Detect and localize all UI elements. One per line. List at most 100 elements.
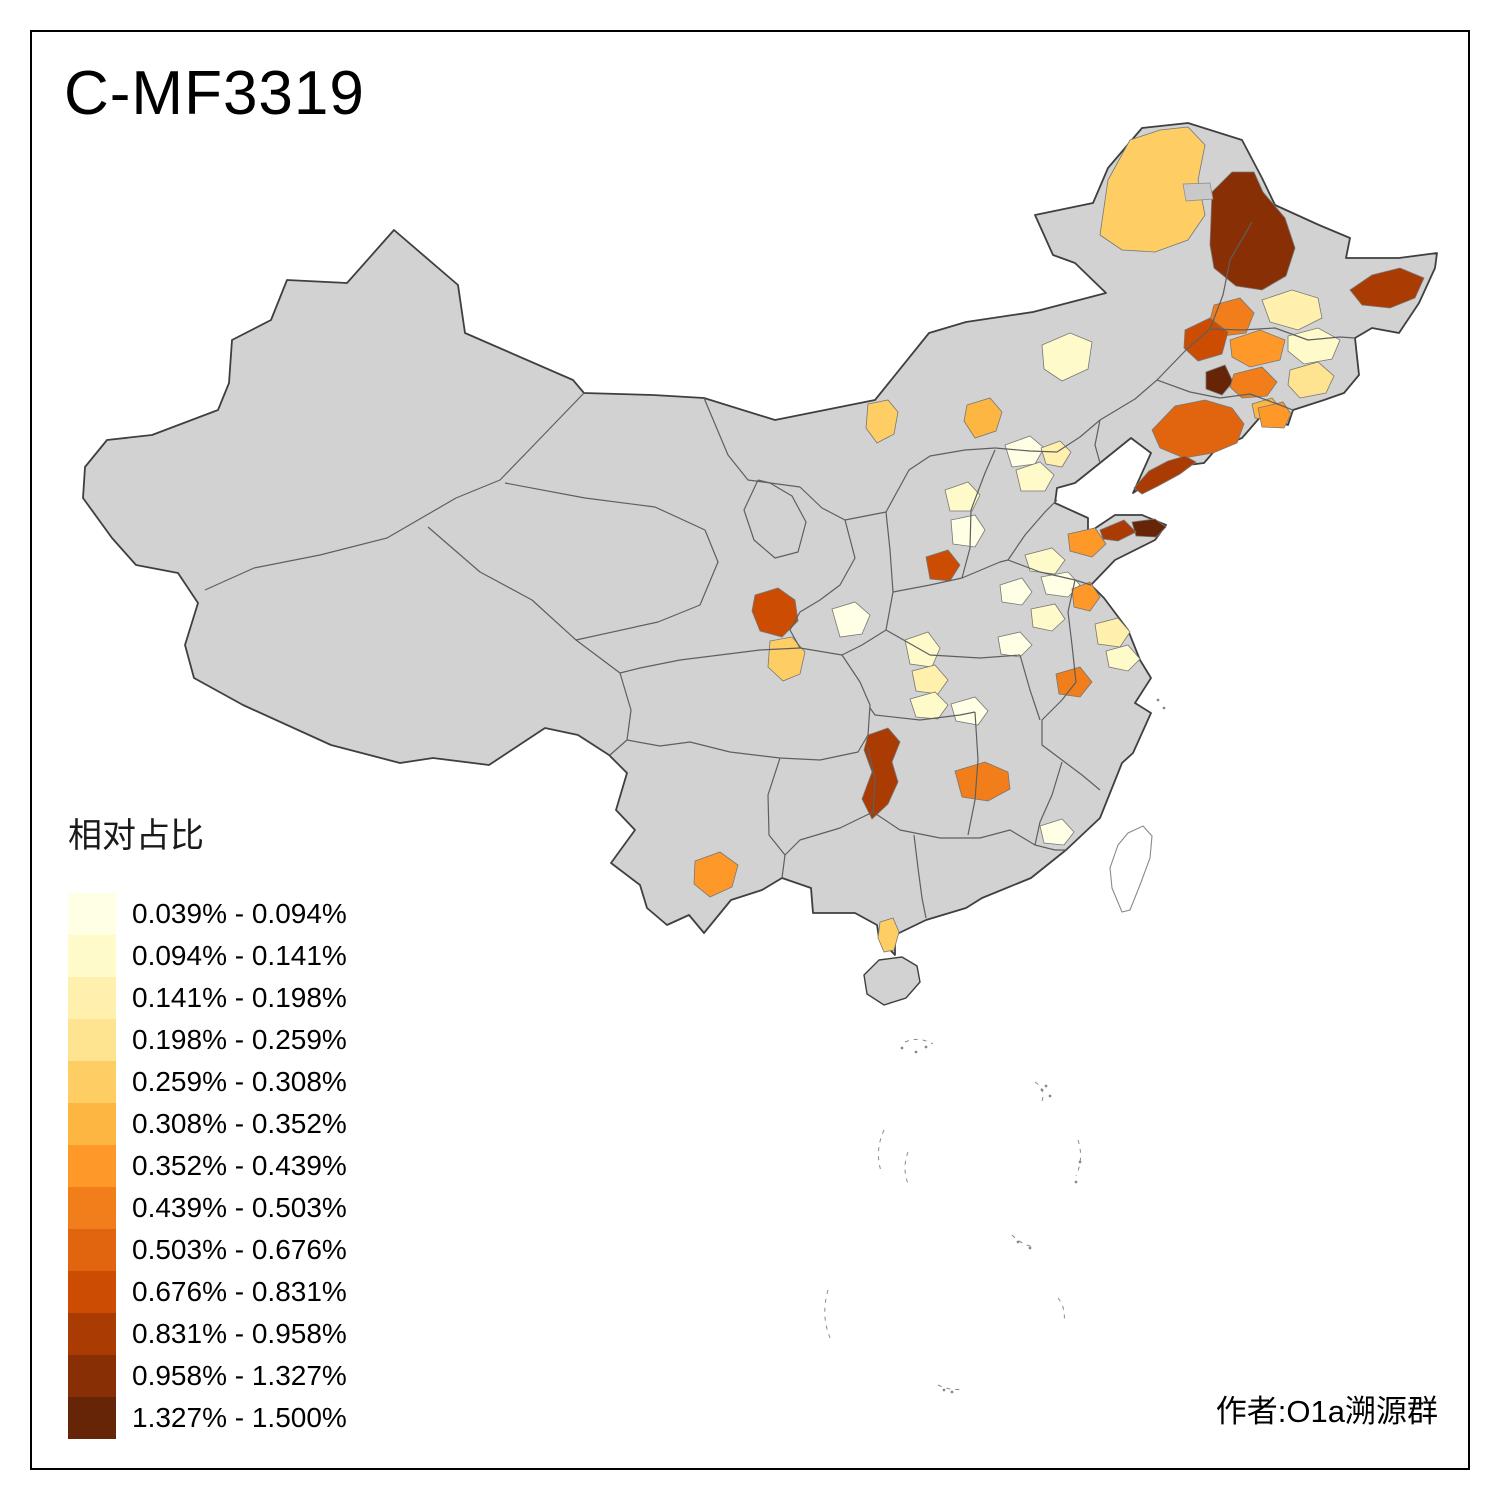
region-patch — [861, 727, 901, 820]
province-border — [1034, 761, 1063, 846]
region-patch — [963, 397, 1003, 439]
mainland-shape — [82, 122, 1438, 956]
province-border — [1094, 419, 1101, 464]
region-patch — [1099, 519, 1137, 542]
legend-swatch — [68, 1355, 116, 1397]
island-dot — [1074, 1180, 1078, 1184]
legend-swatch — [68, 1313, 116, 1355]
region-patch — [925, 549, 961, 582]
region-patch — [1041, 332, 1093, 382]
province-border — [619, 647, 801, 674]
island-dot — [1078, 1160, 1082, 1164]
legend-row: 0.676% - 0.831% — [68, 1271, 347, 1313]
region-patch — [1229, 366, 1278, 399]
region-patch — [999, 577, 1033, 606]
region-patch — [1257, 401, 1292, 429]
province-border — [626, 734, 869, 761]
region-patch — [944, 481, 981, 512]
region-patch — [865, 399, 899, 444]
island-dot — [950, 1390, 954, 1394]
sea-boundary-dash — [824, 1289, 833, 1343]
province-border — [961, 499, 1058, 579]
province-border — [872, 811, 1066, 851]
province-border — [885, 629, 1021, 659]
region-patch — [831, 601, 871, 638]
island-dot — [1028, 1246, 1032, 1250]
legend-row: 0.141% - 0.198% — [68, 977, 347, 1019]
region-patch — [911, 664, 949, 695]
region-patch — [1094, 617, 1131, 648]
island-dot — [914, 1050, 918, 1054]
region-patch — [909, 691, 949, 720]
province-border — [767, 757, 786, 879]
region-patch — [1209, 171, 1296, 291]
taiwan-shape — [1109, 825, 1153, 913]
legend-row: 0.958% - 1.327% — [68, 1355, 347, 1397]
sea-boundary-dash — [904, 1038, 934, 1045]
legend-swatch — [68, 935, 116, 977]
sea-boundary-dash — [904, 1151, 909, 1185]
sea-boundary-dash — [1034, 1081, 1044, 1105]
sea-boundary-dash — [1011, 1234, 1035, 1248]
legend-label: 0.352% - 0.439% — [132, 1150, 347, 1181]
province-border — [869, 707, 976, 721]
island-dot — [900, 1046, 904, 1050]
sea-boundary-dash — [878, 1129, 885, 1175]
region-patch — [877, 917, 900, 953]
attribution-text: 作者:O1a溯源群 — [1215, 1394, 1438, 1429]
region-patch — [1131, 518, 1167, 538]
region-patch — [693, 851, 739, 898]
region-patch — [1099, 126, 1206, 253]
region-patch — [997, 631, 1033, 658]
legend-label: 0.141% - 0.198% — [132, 982, 347, 1013]
legend-row: 1.327% - 1.500% — [68, 1397, 347, 1439]
province-border — [994, 419, 1101, 453]
province-border — [1099, 221, 1253, 421]
legend-label: 0.503% - 0.676% — [132, 1234, 347, 1265]
region-patch — [1151, 399, 1245, 459]
legend-swatch — [68, 1229, 116, 1271]
legend-swatch — [68, 1145, 116, 1187]
legend-row: 0.198% - 0.259% — [68, 1019, 347, 1061]
island-dot — [1040, 1088, 1044, 1092]
island-dot — [1044, 1084, 1048, 1088]
province-border — [913, 834, 927, 919]
legend-label: 0.439% - 0.503% — [132, 1192, 347, 1223]
legend-row: 0.094% - 0.141% — [68, 935, 347, 977]
region-patch — [954, 761, 1011, 802]
province-border — [799, 591, 894, 656]
legend-label: 0.094% - 0.141% — [132, 940, 347, 971]
province-border — [504, 482, 706, 531]
legend-swatch — [68, 893, 116, 935]
legend-label: 0.308% - 0.352% — [132, 1108, 347, 1139]
province-border — [703, 397, 801, 488]
legend-swatch — [68, 1019, 116, 1061]
sea-boundary-dash — [937, 1384, 965, 1390]
region-patch — [1004, 435, 1045, 468]
island-dot — [1016, 1240, 1020, 1244]
legend-row: 0.039% - 0.094% — [68, 893, 347, 935]
province-border — [575, 529, 719, 641]
province-border — [427, 526, 632, 756]
region-patch — [1105, 644, 1141, 672]
province-border — [799, 447, 996, 521]
sea-boundary-dash — [1057, 1297, 1065, 1323]
region-patch — [904, 631, 941, 668]
legend-swatch — [68, 1061, 116, 1103]
province-border — [1156, 379, 1294, 411]
province-border — [784, 747, 876, 856]
legend-label: 0.958% - 1.327% — [132, 1360, 347, 1391]
legend-label: 1.327% - 1.500% — [132, 1402, 347, 1433]
lake-shape — [1182, 182, 1214, 202]
legend-swatch — [68, 1397, 116, 1439]
province-border — [789, 519, 856, 649]
region-patch — [1261, 289, 1323, 331]
province-border — [1007, 559, 1092, 586]
legend-rows: 0.039% - 0.094% 0.094% - 0.141% 0.141% - 0… — [68, 893, 347, 1439]
legend-title: 相对占比 — [68, 817, 204, 855]
legend-row: 0.439% - 0.503% — [68, 1187, 347, 1229]
island-dot — [1048, 1094, 1052, 1098]
region-patch — [1287, 361, 1335, 399]
legend-row: 0.259% - 0.308% — [68, 1061, 347, 1103]
